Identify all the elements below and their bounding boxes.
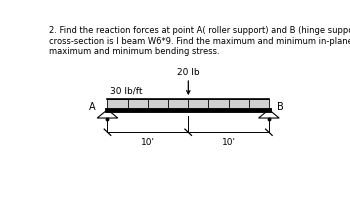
Text: 30 lb/ft: 30 lb/ft [110,86,143,95]
Bar [107,99,269,110]
Text: B: B [277,102,284,112]
Text: 10': 10' [141,137,155,146]
Text: 20 lb: 20 lb [177,67,199,76]
Text: 2. Find the reaction forces at point A( roller support) and B (hinge support). A: 2. Find the reaction forces at point A( … [49,26,350,56]
Text: 10': 10' [222,137,236,146]
Text: A: A [89,102,96,112]
